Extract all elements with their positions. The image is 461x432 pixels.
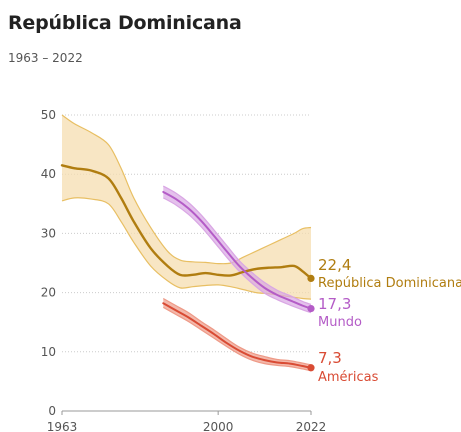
y-tick-label-10: 10	[41, 345, 56, 359]
x-tick-label-1963: 1963	[47, 420, 78, 432]
y-tick-label-50: 50	[41, 108, 56, 122]
end-label-name-mundo: Mundo	[318, 315, 362, 330]
band-lower-mundo	[162, 197, 312, 314]
band-upper-americas	[162, 297, 312, 366]
x-tick-label-2000: 2000	[203, 420, 234, 432]
series-line-mundo	[162, 190, 312, 310]
end-label-name-dom: República Dominicana	[318, 276, 461, 291]
series-line-americas	[162, 302, 312, 369]
band-lower-americas	[162, 306, 312, 372]
end-label-value-mundo: 17,3	[318, 295, 351, 313]
end-point-mundo	[307, 304, 315, 313]
band-upper-mundo	[162, 185, 312, 306]
end-label-name-americas: Américas	[318, 370, 379, 385]
x-tick-label-2022: 2022	[296, 420, 327, 432]
y-tick-label-40: 40	[41, 167, 56, 181]
series-line-dom	[60, 164, 313, 280]
band-americas	[163, 298, 311, 371]
band-upper-dom	[61, 114, 312, 265]
page-title: República Dominicana	[8, 12, 242, 34]
end-label-value-dom: 22,4	[318, 256, 351, 274]
end-point-americas	[307, 364, 315, 372]
y-tick-label-0: 0	[48, 404, 56, 418]
end-point-dom	[307, 274, 315, 282]
y-tick-label-20: 20	[41, 286, 56, 300]
band-mundo	[163, 186, 311, 313]
page-subtitle: 1963 – 2022	[8, 51, 83, 65]
y-tick-label-30: 30	[41, 226, 56, 240]
end-label-value-americas: 7,3	[318, 349, 342, 367]
